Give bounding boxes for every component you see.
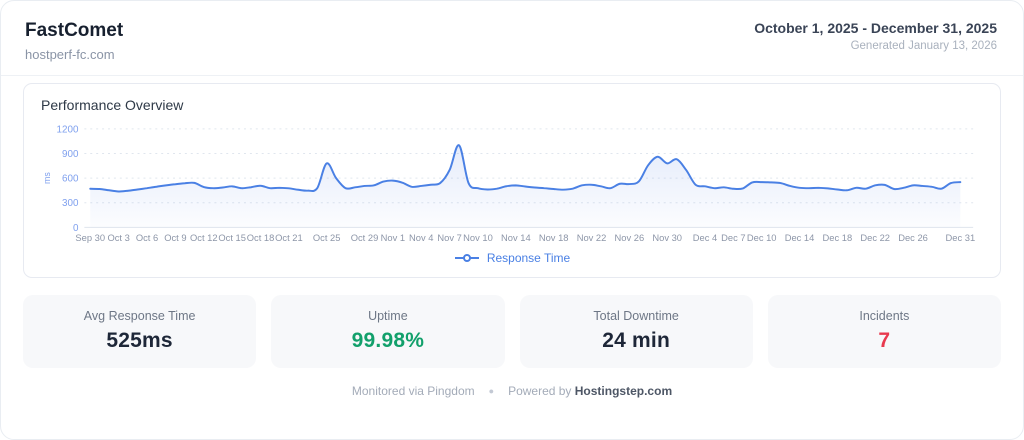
- x-axis-tick-label: Oct 3: [107, 233, 129, 243]
- y-axis-tick-label: 300: [62, 198, 79, 209]
- x-axis-tick-label: Oct 15: [218, 233, 246, 243]
- x-axis-tick-label: Oct 29: [351, 233, 379, 243]
- footer-separator-dot: ●: [488, 385, 495, 396]
- chart-legend[interactable]: Response Time: [39, 251, 985, 265]
- monitored-via-text: Monitored via Pingdom: [351, 383, 475, 398]
- x-axis-tick-label: Oct 6: [136, 233, 158, 243]
- chart-title: Performance Overview: [41, 96, 184, 113]
- x-axis-tick-label: Oct 21: [275, 233, 303, 243]
- performance-chart-card: Performance Overview 0 300 600 900 1200 ms Sep…: [23, 82, 1001, 278]
- x-axis-tick-label: Dec 31: [946, 233, 976, 243]
- x-axis-tick-label: Dec 22: [860, 233, 890, 243]
- stat-card-uptime: Uptime 99.98%: [271, 294, 505, 368]
- legend-label: Response Time: [486, 250, 571, 265]
- x-axis-tick-label: Dec 18: [823, 233, 853, 243]
- stat-label: Total Downtime: [593, 308, 679, 323]
- x-axis-tick-label: Oct 25: [313, 233, 341, 243]
- y-axis-tick-label: 900: [62, 149, 79, 160]
- y-axis-unit-label: ms: [42, 171, 52, 183]
- x-axis-tick-label: Nov 14: [501, 233, 531, 243]
- powered-by-text: Powered by: [508, 383, 575, 398]
- report-generated-date: Generated January 13, 2026: [850, 40, 997, 52]
- header-right: October 1, 2025 - December 31, 2025 Gene…: [754, 20, 997, 52]
- legend-line-marker-icon: [454, 253, 479, 262]
- hostingstep-brand-link[interactable]: Hostingstep.com: [574, 383, 673, 398]
- y-axis-tick-label: 1200: [57, 124, 79, 135]
- x-axis-tick-label: Nov 10: [463, 233, 493, 243]
- x-axis-tick-label: Nov 1: [381, 233, 405, 243]
- site-domain: hostperf-fc.com: [25, 46, 115, 62]
- chart-area-fill: [90, 144, 961, 228]
- stat-card-incidents: Incidents 7: [767, 294, 1001, 368]
- y-axis-tick-label: 600: [62, 173, 79, 184]
- x-axis-tick-label: Oct 9: [164, 233, 186, 243]
- chart-generated-content: 0 300 600 900 1200 ms Sep 30 Oct 3 Oct 6 Oct 9 Oct…: [42, 124, 975, 243]
- stat-card-total-downtime: Total Downtime 24 min: [519, 294, 753, 368]
- x-axis-tick-label: Dec 26: [898, 233, 928, 243]
- x-axis-tick-label: Dec 14: [785, 233, 815, 243]
- header-left: FastComet hostperf-fc.com: [25, 20, 123, 62]
- page-title: FastComet: [25, 20, 124, 41]
- y-axis-tick-label: 0: [73, 223, 79, 234]
- chart-line: [89, 144, 962, 193]
- stat-label: Incidents: [859, 308, 910, 323]
- x-axis-tick-label: Dec 7: [721, 233, 745, 243]
- x-axis-tick-label: Nov 18: [539, 233, 569, 243]
- response-time-chart: 0 300 600 900 1200 ms Sep 30 Oct 3 Oct 6 Oct 9 Oct…: [42, 124, 975, 243]
- x-axis-tick-label: Nov 7: [437, 233, 461, 243]
- stat-value: 7: [878, 328, 891, 352]
- stat-label: Avg Response Time: [83, 308, 196, 323]
- x-axis-tick-label: Dec 4: [693, 233, 717, 243]
- stat-value: 24 min: [602, 328, 670, 352]
- report-footer: Monitored via Pingdom ● Powered by Hosting…: [1, 384, 1023, 398]
- x-axis-tick-label: Nov 26: [615, 233, 645, 243]
- x-axis-tick-label: Dec 10: [747, 233, 777, 243]
- stats-row: Avg Response Time 525ms Uptime 99.98% To…: [23, 294, 1001, 368]
- stat-card-avg-response-time: Avg Response Time 525ms: [23, 294, 257, 368]
- x-axis-tick-label: Nov 4: [409, 233, 433, 243]
- stat-label: Uptime: [368, 308, 408, 323]
- x-axis-tick-label: Sep 30: [75, 233, 105, 243]
- report-date-range: October 1, 2025 - December 31, 2025: [754, 20, 997, 36]
- x-axis-tick-label: Oct 18: [247, 233, 275, 243]
- report-header: FastComet hostperf-fc.com October 1, 202…: [1, 1, 1023, 76]
- x-axis-tick-label: Nov 30: [652, 233, 682, 243]
- chart-area: 0 300 600 900 1200 ms Sep 30 Oct 3 Oct 6 Oct 9 Oct…: [39, 121, 985, 247]
- stat-value: 525ms: [106, 328, 173, 352]
- x-axis-tick-label: Nov 22: [577, 233, 607, 243]
- x-axis-tick-label: Oct 12: [190, 233, 218, 243]
- stat-value: 99.98%: [351, 328, 425, 352]
